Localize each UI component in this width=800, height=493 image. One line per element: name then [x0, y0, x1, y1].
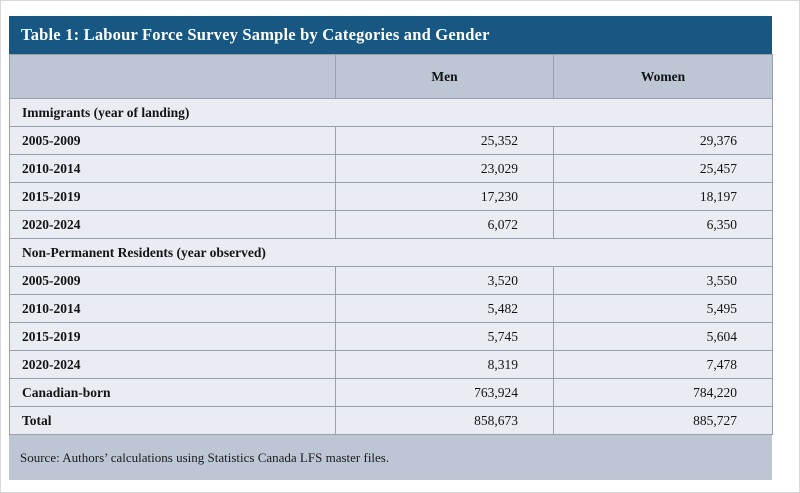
men-value-cell: 6,072 — [335, 210, 554, 239]
table-header: Men Women — [9, 54, 773, 99]
women-value-cell: 5,495 — [553, 294, 773, 323]
men-value-cell: 23,029 — [335, 154, 554, 183]
women-value-cell: 7,478 — [553, 350, 773, 379]
table-title: Table 1: Labour Force Survey Sample by C… — [9, 16, 772, 54]
table-row: 2005-2009 25,352 29,376 — [9, 126, 773, 155]
men-value-cell: 763,924 — [335, 378, 554, 407]
row-label-cell: 2010-2014 — [9, 294, 336, 323]
women-value-cell: 29,376 — [553, 126, 773, 155]
header-women-cell: Women — [553, 54, 773, 99]
women-value-cell: 18,197 — [553, 182, 773, 211]
women-value-cell: 25,457 — [553, 154, 773, 183]
table-row: 2010-2014 23,029 25,457 — [9, 154, 773, 183]
section-row: Immigrants (year of landing) — [9, 98, 773, 127]
header-row: Men Women — [9, 54, 773, 99]
labour-force-table: Men Women Immigrants (year of landing) 20… — [9, 54, 773, 435]
source-note: Source: Authors’ calculations using Stat… — [9, 435, 772, 480]
women-value-cell: 885,727 — [553, 406, 773, 435]
table-row: 2010-2014 5,482 5,495 — [9, 294, 773, 323]
men-value-cell: 25,352 — [335, 126, 554, 155]
row-label-cell: Canadian-born — [9, 378, 336, 407]
table-container: Table 1: Labour Force Survey Sample by C… — [9, 16, 773, 480]
men-value-cell: 5,745 — [335, 322, 554, 351]
row-label-cell: 2020-2024 — [9, 210, 336, 239]
row-label-cell: Total — [9, 406, 336, 435]
section-label: Non-Permanent Residents (year observed) — [9, 238, 773, 267]
women-value-cell: 3,550 — [553, 266, 773, 295]
section-label: Immigrants (year of landing) — [9, 98, 773, 127]
table-row: 2020-2024 8,319 7,478 — [9, 350, 773, 379]
women-value-cell: 6,350 — [553, 210, 773, 239]
men-value-cell: 5,482 — [335, 294, 554, 323]
row-label-cell: 2005-2009 — [9, 126, 336, 155]
row-label-cell: 2005-2009 — [9, 266, 336, 295]
table-row: 2015-2019 17,230 18,197 — [9, 182, 773, 211]
women-value-cell: 5,604 — [553, 322, 773, 351]
table-body: Immigrants (year of landing) 2005-2009 25,… — [9, 98, 773, 435]
men-value-cell: 8,319 — [335, 350, 554, 379]
header-men-cell: Men — [335, 54, 554, 99]
row-label-cell: 2015-2019 — [9, 322, 336, 351]
header-empty-cell — [9, 54, 336, 99]
row-label-cell: 2020-2024 — [9, 350, 336, 379]
row-label-cell: 2010-2014 — [9, 154, 336, 183]
table-row: Total 858,673 885,727 — [9, 406, 773, 435]
table-row: 2015-2019 5,745 5,604 — [9, 322, 773, 351]
men-value-cell: 858,673 — [335, 406, 554, 435]
men-value-cell: 17,230 — [335, 182, 554, 211]
table-row: Canadian-born 763,924 784,220 — [9, 378, 773, 407]
women-value-cell: 784,220 — [553, 378, 773, 407]
section-row: Non-Permanent Residents (year observed) — [9, 238, 773, 267]
table-row: 2005-2009 3,520 3,550 — [9, 266, 773, 295]
men-value-cell: 3,520 — [335, 266, 554, 295]
table-row: 2020-2024 6,072 6,350 — [9, 210, 773, 239]
row-label-cell: 2015-2019 — [9, 182, 336, 211]
